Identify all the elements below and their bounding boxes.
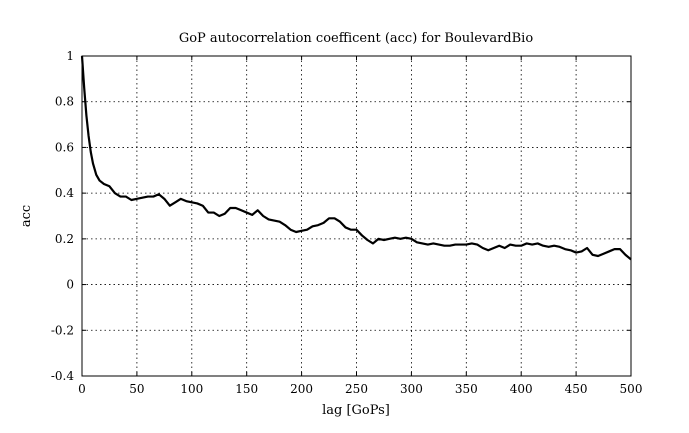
x-tick-label: 250 xyxy=(345,382,368,396)
y-tick-label: 0.8 xyxy=(55,95,74,109)
y-tick-labels: -0.4 -0.2 0 0.2 0.4 0.6 0.8 1 xyxy=(51,49,75,383)
x-tick-label: 100 xyxy=(180,382,203,396)
y-tick-label: -0.4 xyxy=(51,369,75,383)
x-tick-label: 200 xyxy=(290,382,313,396)
x-tick-labels: 0 50 100 150 200 250 300 350 400 450 500 xyxy=(78,382,642,396)
grid-lines xyxy=(82,56,631,376)
tick-marks xyxy=(81,55,632,377)
x-axis-label: lag [GoPs] xyxy=(322,403,390,418)
x-tick-label: 350 xyxy=(455,382,478,396)
y-tick-label: 0 xyxy=(66,278,74,292)
x-tick-label: 450 xyxy=(565,382,588,396)
y-tick-label: 1 xyxy=(66,49,74,63)
x-tick-label: 500 xyxy=(620,382,643,396)
x-tick-label: 0 xyxy=(78,382,86,396)
x-tick-label: 400 xyxy=(510,382,533,396)
plot-frame xyxy=(81,55,632,377)
y-tick-label: 0.2 xyxy=(55,232,74,246)
series-line xyxy=(80,55,632,261)
x-tick-label: 300 xyxy=(400,382,423,396)
x-tick-label: 150 xyxy=(235,382,258,396)
y-tick-label: -0.2 xyxy=(51,323,74,337)
y-tick-label: 0.6 xyxy=(55,140,74,154)
y-tick-label: 0.4 xyxy=(55,186,74,200)
y-axis-label: acc xyxy=(19,205,34,227)
chart-title: GoP autocorrelation coefficent (acc) for… xyxy=(179,31,534,46)
x-tick-label: 50 xyxy=(129,382,144,396)
